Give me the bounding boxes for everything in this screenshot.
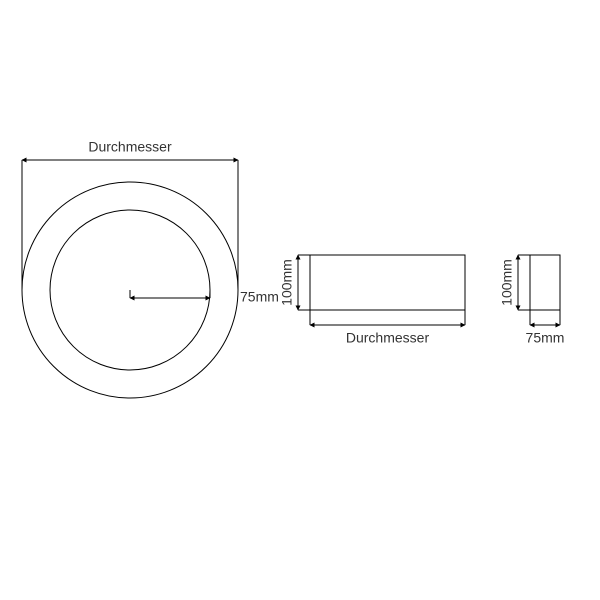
technical-drawing: Durchmesser75mm100mmDurchmesser100mm75mm: [0, 0, 600, 600]
side-rect: [310, 255, 465, 310]
side-height-label: 100mm: [279, 259, 295, 306]
end-width-label: 75mm: [526, 330, 565, 346]
side-width-label: Durchmesser: [346, 330, 430, 346]
end-rect: [530, 255, 560, 310]
end-height-label: 100mm: [499, 259, 515, 306]
plan-inner-label: 75mm: [240, 289, 279, 305]
plan-diameter-label: Durchmesser: [88, 139, 172, 155]
